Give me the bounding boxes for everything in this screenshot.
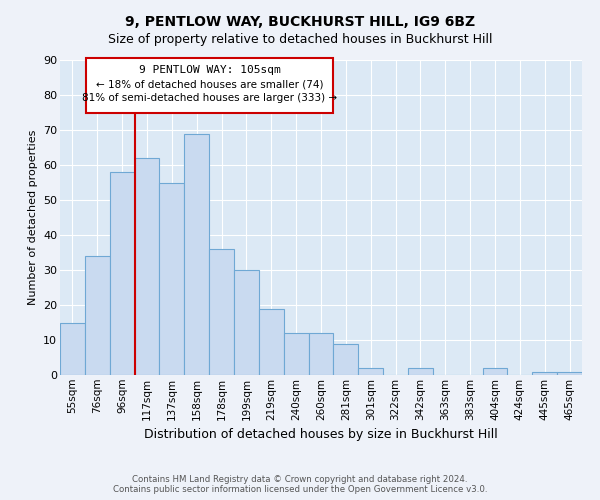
Y-axis label: Number of detached properties: Number of detached properties xyxy=(28,130,38,305)
Bar xyxy=(408,368,433,375)
Bar xyxy=(184,134,209,375)
Bar xyxy=(234,270,259,375)
Bar xyxy=(482,368,508,375)
FancyBboxPatch shape xyxy=(86,58,334,112)
Bar xyxy=(209,249,234,375)
Text: 9 PENTLOW WAY: 105sqm: 9 PENTLOW WAY: 105sqm xyxy=(139,65,281,75)
Bar xyxy=(532,372,557,375)
Bar xyxy=(134,158,160,375)
Text: Size of property relative to detached houses in Buckhurst Hill: Size of property relative to detached ho… xyxy=(108,32,492,46)
Bar xyxy=(259,308,284,375)
X-axis label: Distribution of detached houses by size in Buckhurst Hill: Distribution of detached houses by size … xyxy=(144,428,498,441)
Bar xyxy=(284,333,308,375)
Text: 81% of semi-detached houses are larger (333) →: 81% of semi-detached houses are larger (… xyxy=(82,93,337,104)
Text: 9, PENTLOW WAY, BUCKHURST HILL, IG9 6BZ: 9, PENTLOW WAY, BUCKHURST HILL, IG9 6BZ xyxy=(125,15,475,29)
Bar xyxy=(308,333,334,375)
Bar xyxy=(557,372,582,375)
Bar xyxy=(85,256,110,375)
Bar xyxy=(110,172,134,375)
Text: ← 18% of detached houses are smaller (74): ← 18% of detached houses are smaller (74… xyxy=(96,79,323,89)
Bar xyxy=(60,322,85,375)
Bar xyxy=(160,182,184,375)
Text: Contains HM Land Registry data © Crown copyright and database right 2024.
Contai: Contains HM Land Registry data © Crown c… xyxy=(113,474,487,494)
Bar xyxy=(358,368,383,375)
Bar xyxy=(334,344,358,375)
